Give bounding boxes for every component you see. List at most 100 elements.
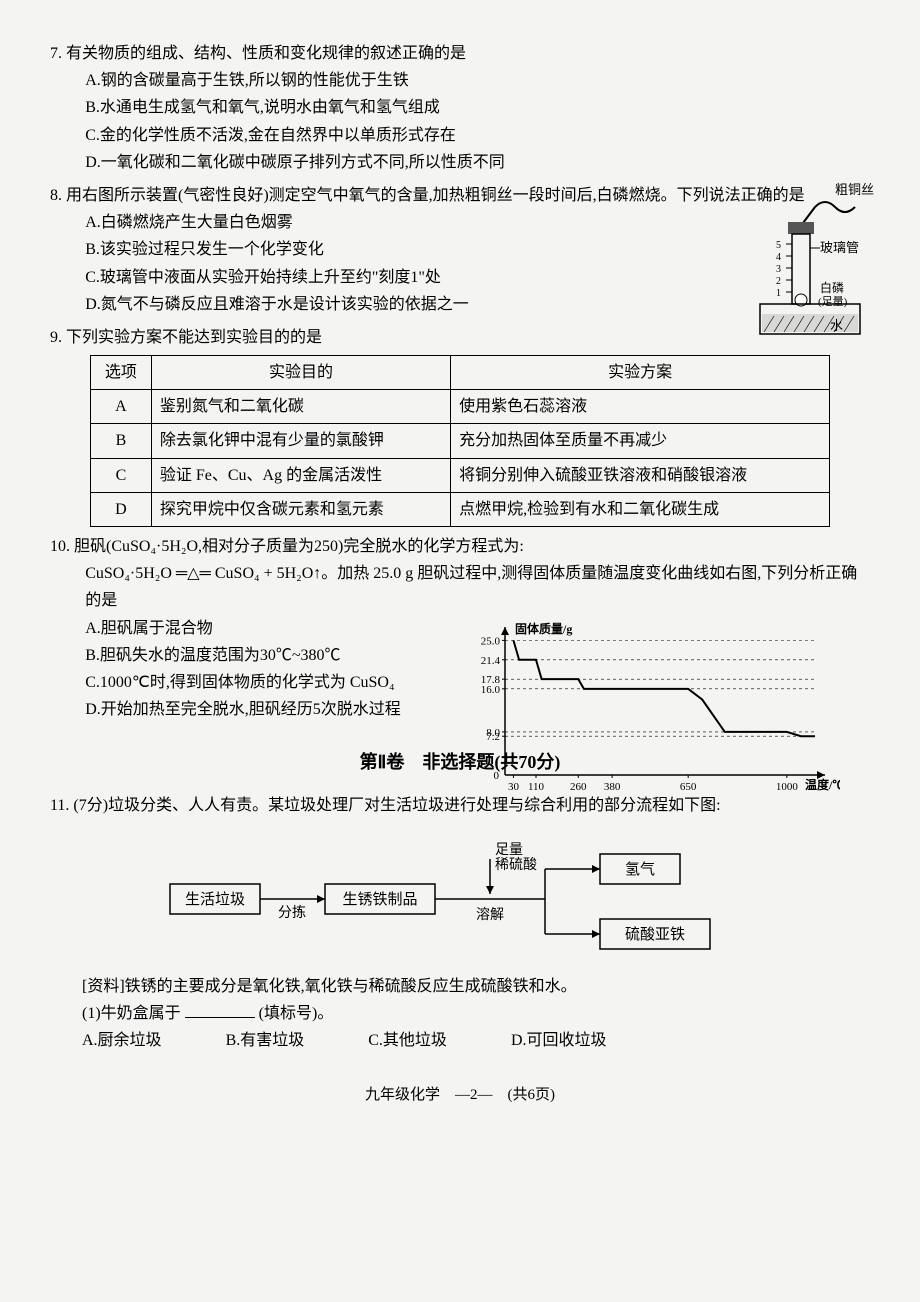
question-10: 10. 胆矾(CuSO₄·5H₂O,相对分子质量为250)完全脱水的化学方程式为… (50, 533, 870, 723)
svg-text:380: 380 (604, 781, 621, 793)
svg-text:2: 2 (776, 276, 781, 287)
q9-c-opt: C (91, 458, 152, 492)
question-8: 8. 用右图所示装置(气密性良好)测定空气中氧气的含量,加热粗铜丝一段时间后,白… (50, 182, 870, 318)
q9-h2: 实验目的 (151, 356, 450, 390)
flow-arr-1: 分拣 (278, 905, 306, 921)
table-row: C 验证 Fe、Cu、Ag 的金属活泼性 将铜分别伸入硫酸亚铁溶液和硝酸银溶液 (91, 458, 830, 492)
question-9: 9. 下列实验方案不能达到实验目的的是 选项 实验目的 实验方案 A 鉴别氮气和… (50, 324, 870, 527)
q10-num: 10. (50, 538, 70, 555)
q10-text-a: 胆矾(CuSO₄·5H₂O,相对分子质量为250)完全脱水的化学方程式为: (74, 538, 524, 555)
q10-chart: 固体质量/g温度/℃25.021.417.816.08.07.203011026… (460, 615, 840, 795)
svg-text:650: 650 (680, 781, 697, 793)
q9-d-plan: 点燃甲烷,检验到有水和二氧化碳生成 (451, 492, 830, 526)
q10-stem-a: 10. 胆矾(CuSO₄·5H₂O,相对分子质量为250)完全脱水的化学方程式为… (50, 533, 870, 560)
q8-opt-b: B.该实验过程只发生一个化学变化 (85, 236, 685, 263)
q9-a-plan: 使用紫色石蕊溶液 (451, 390, 830, 424)
q11-opt-c: C.其他垃圾 (368, 1027, 447, 1054)
svg-text:16.0: 16.0 (481, 683, 501, 695)
q7-opt-a: A.钢的含碳量高于生铁,所以钢的性能优于生铁 (85, 67, 870, 94)
q9-d-opt: D (91, 492, 152, 526)
q10-opt-b: B.胆矾失水的温度范围为30℃~380℃ (85, 642, 445, 669)
flow-arr2-top-2: 稀硫酸 (495, 857, 537, 873)
q11-sub1-tail: (填标号)。 (259, 1005, 334, 1022)
q9-header-row: 选项 实验目的 实验方案 (91, 356, 830, 390)
q7-opt-d: D.一氧化碳和二氧化碳中碳原子排列方式不同,所以性质不同 (85, 149, 870, 176)
q9-a-opt: A (91, 390, 152, 424)
svg-text:固体质量/g: 固体质量/g (515, 621, 572, 636)
q9-num: 9. (50, 329, 62, 346)
question-11: 11. (7分)垃圾分类、人人有责。某垃圾处理厂对生活垃圾进行处理与综合利用的部… (50, 792, 870, 1055)
q10-eq-line: CuSO₄·5H₂O ═△═ CuSO₄ + 5H₂O↑。加热 25.0 g 胆… (50, 560, 870, 614)
q8-text: 用右图所示装置(气密性良好)测定空气中氧气的含量,加热粗铜丝一段时间后,白磷燃烧… (66, 187, 805, 204)
q9-text: 下列实验方案不能达到实验目的的是 (66, 329, 322, 346)
fig-label-wire: 粗铜丝 (835, 182, 874, 197)
fig-label-tube: 玻璃管 (820, 240, 859, 255)
q11-flowchart: 生活垃圾 分拣 生锈铁制品 足量 稀硫酸 溶解 氢气 (50, 839, 870, 959)
flow-box-4: 硫酸亚铁 (625, 926, 685, 943)
q11-blank-1 (185, 1001, 255, 1018)
q11-text: (7分)垃圾分类、人人有责。某垃圾处理厂对生活垃圾进行处理与综合利用的部分流程如… (73, 797, 720, 814)
q11-sub1-text: (1)牛奶盒属于 (82, 1005, 181, 1022)
svg-text:0: 0 (494, 770, 500, 782)
svg-text:21.4: 21.4 (481, 654, 501, 666)
q9-b-plan: 充分加热固体至质量不再减少 (451, 424, 830, 458)
q11-opt-a: A.厨余垃圾 (82, 1027, 162, 1054)
q7-opt-b: B.水通电生成氢气和氧气,说明水由氧气和氢气组成 (85, 94, 870, 121)
q8-opt-c: C.玻璃管中液面从实验开始持续上升至约"刻度1"处 (85, 264, 685, 291)
svg-text:30: 30 (508, 781, 520, 793)
q7-text: 有关物质的组成、结构、性质和变化规律的叙述正确的是 (66, 45, 466, 62)
flow-box-3: 氢气 (625, 861, 655, 878)
svg-text:1: 1 (776, 288, 781, 299)
q11-sub1: (1)牛奶盒属于 (填标号)。 (50, 1000, 870, 1027)
q7-opt-c: C.金的化学性质不活泼,金在自然界中以单质形式存在 (85, 122, 870, 149)
q9-a-purpose: 鉴别氮气和二氧化碳 (151, 390, 450, 424)
q11-opt-b: B.有害垃圾 (226, 1027, 305, 1054)
flow-arr2-top-1: 足量 (495, 842, 523, 858)
svg-text:5: 5 (776, 240, 781, 251)
q8-options: A.白磷燃烧产生大量白色烟雾 B.该实验过程只发生一个化学变化 C.玻璃管中液面… (50, 209, 685, 318)
q11-opt-d: D.可回收垃圾 (511, 1027, 607, 1054)
svg-text:110: 110 (528, 781, 545, 793)
q11-info: [资料]铁锈的主要成分是氧化铁,氧化铁与稀硫酸反应生成硫酸铁和水。 (50, 973, 870, 1000)
fig-label-p2: (足量) (818, 295, 848, 308)
fig-label-p1: 白磷 (820, 280, 844, 295)
page-footer: 九年级化学 —2— (共6页) (50, 1083, 870, 1109)
q7-stem: 7. 有关物质的组成、结构、性质和变化规律的叙述正确的是 (50, 40, 870, 67)
q8-figure: 粗铜丝 5 4 3 2 1 玻璃管 白磷 (足量) (740, 182, 880, 342)
svg-text:3: 3 (776, 264, 781, 275)
fig-label-water: 水 (830, 318, 843, 333)
q9-c-purpose: 验证 Fe、Cu、Ag 的金属活泼性 (151, 458, 450, 492)
q8-opt-a: A.白磷燃烧产生大量白色烟雾 (85, 209, 685, 236)
table-row: A 鉴别氮气和二氧化碳 使用紫色石蕊溶液 (91, 390, 830, 424)
table-row: D 探究甲烷中仅含碳元素和氢元素 点燃甲烷,检验到有水和二氧化碳生成 (91, 492, 830, 526)
svg-text:7.2: 7.2 (486, 731, 500, 743)
svg-text:25.0: 25.0 (481, 635, 501, 647)
q7-options: A.钢的含碳量高于生铁,所以钢的性能优于生铁 B.水通电生成氢气和氧气,说明水由… (50, 67, 870, 176)
q9-c-plan: 将铜分别伸入硫酸亚铁溶液和硝酸银溶液 (451, 458, 830, 492)
q10-opt-c: C.1000℃时,得到固体物质的化学式为 CuSO₄ (85, 669, 445, 696)
q9-table: 选项 实验目的 实验方案 A 鉴别氮气和二氧化碳 使用紫色石蕊溶液 B 除去氯化… (90, 355, 830, 527)
flow-arr2-bot: 溶解 (476, 907, 504, 923)
svg-text:1000: 1000 (776, 781, 799, 793)
q9-h1: 选项 (91, 356, 152, 390)
q8-opt-d: D.氮气不与磷反应且难溶于水是设计该实验的依据之一 (85, 291, 685, 318)
q8-num: 8. (50, 187, 62, 204)
q9-h3: 实验方案 (451, 356, 830, 390)
svg-text:4: 4 (776, 252, 781, 263)
q11-stem: 11. (7分)垃圾分类、人人有责。某垃圾处理厂对生活垃圾进行处理与综合利用的部… (50, 792, 870, 819)
q11-sub1-options: A.厨余垃圾 B.有害垃圾 C.其他垃圾 D.可回收垃圾 (50, 1027, 870, 1054)
q7-num: 7. (50, 45, 62, 62)
q9-d-purpose: 探究甲烷中仅含碳元素和氢元素 (151, 492, 450, 526)
q9-b-opt: B (91, 424, 152, 458)
svg-text:温度/℃: 温度/℃ (805, 777, 840, 792)
q9-b-purpose: 除去氯化钾中混有少量的氯酸钾 (151, 424, 450, 458)
q10-opt-d: D.开始加热至完全脱水,胆矾经历5次脱水过程 (85, 696, 445, 723)
q10-opt-a: A.胆矾属于混合物 (85, 615, 445, 642)
question-7: 7. 有关物质的组成、结构、性质和变化规律的叙述正确的是 A.钢的含碳量高于生铁… (50, 40, 870, 176)
q11-num: 11. (50, 797, 69, 814)
svg-text:260: 260 (570, 781, 587, 793)
table-row: B 除去氯化钾中混有少量的氯酸钾 充分加热固体至质量不再减少 (91, 424, 830, 458)
flow-box-2: 生锈铁制品 (342, 891, 417, 908)
flow-box-1: 生活垃圾 (185, 891, 245, 908)
q10-options: A.胆矾属于混合物 B.胆矾失水的温度范围为30℃~380℃ C.1000℃时,… (50, 615, 445, 724)
